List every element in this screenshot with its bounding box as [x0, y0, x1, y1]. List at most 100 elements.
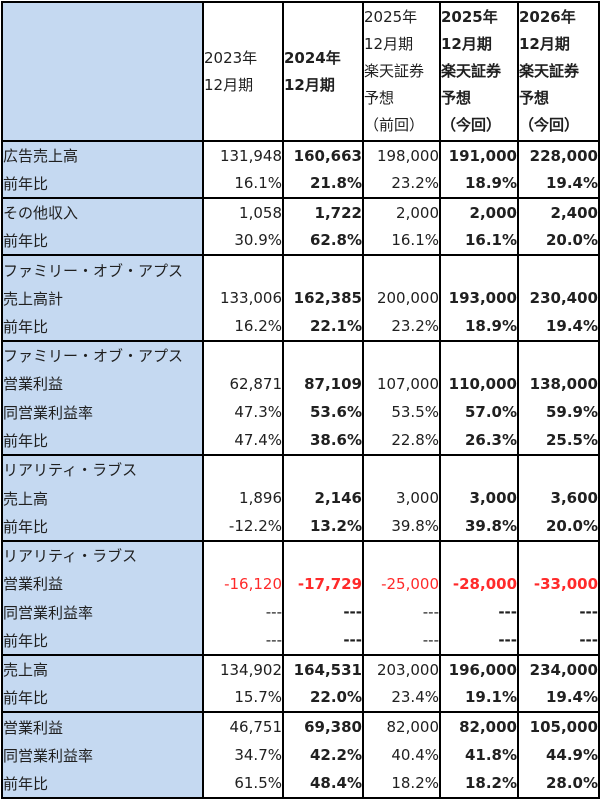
table-row: 前年比 15.7% 22.0% 23.4% 19.1% 19.4%: [1, 683, 600, 713]
value-2026-forecast-cell: 228,000: [517, 140, 600, 170]
value-2025-prev-forecast-cell: ---: [362, 626, 441, 656]
row-label: 前年比: [1, 226, 204, 256]
value-2025-prev-forecast-cell: 200,000: [362, 283, 441, 313]
value-2024-cell: 48.4%: [282, 769, 364, 799]
value-2024-cell: [282, 254, 364, 284]
value-2025-forecast-cell: 19.1%: [439, 683, 519, 713]
value-2025-prev-forecast-cell: [362, 339, 441, 370]
value-2023-cell: [202, 339, 284, 370]
row-label: 前年比: [1, 512, 204, 541]
value-2023-cell: 47.4%: [202, 426, 284, 456]
value-2023-cell: 134,902: [202, 654, 284, 684]
table-row: 前年比 61.5% 48.4% 18.2% 18.2% 28.0%: [1, 769, 600, 799]
value-2025-forecast-cell: [439, 454, 519, 484]
row-label: 前年比: [1, 312, 204, 341]
value-2025-forecast-cell: ---: [439, 626, 519, 656]
value-2025-prev-forecast-cell: [362, 254, 441, 284]
value-2026-forecast-cell: ---: [517, 626, 600, 656]
table-row: 同営業利益率 34.7% 42.2% 40.4% 41.8% 44.9%: [1, 740, 600, 770]
table-row: 同営業利益率 --- --- --- --- ---: [1, 598, 600, 627]
row-label: 売上高: [1, 654, 204, 684]
row-label: 営業利益: [1, 569, 204, 598]
value-2024-cell: 2,146: [282, 483, 364, 513]
table-row: 営業利益 46,751 69,380 82,000 82,000 105,000: [1, 711, 600, 741]
header-line: （今回）: [519, 116, 580, 134]
value-2023-cell: -12.2%: [202, 512, 284, 541]
value-2026-forecast-cell: 20.0%: [517, 512, 600, 541]
value-2023-cell: 131,948: [202, 140, 284, 170]
value-2024-cell: [282, 339, 364, 370]
row-label: ファミリー・オブ・アプス: [1, 254, 204, 284]
value-2026-forecast-cell: 20.0%: [517, 226, 600, 256]
value-2024-cell: 38.6%: [282, 426, 364, 456]
value-2025-prev-forecast-cell: [362, 454, 441, 484]
value-2023-cell: 16.1%: [202, 169, 284, 199]
header-2024-actual: 2024年 12月期: [282, 1, 364, 142]
header-corner-cell: [1, 1, 204, 142]
table-row: 売上高 1,896 2,146 3,000 3,000 3,600: [1, 483, 600, 513]
value-2024-cell: 69,380: [282, 711, 364, 741]
value-2023-cell: -16,120: [202, 569, 284, 598]
row-label: 前年比: [1, 426, 204, 456]
header-row: 2023年 12月期 2024年 12月期 2025年 12月期 楽天証券 予想…: [1, 1, 600, 142]
value-2026-forecast-cell: 105,000: [517, 711, 600, 741]
value-2025-prev-forecast-cell: [362, 539, 441, 570]
table-body: 広告売上高 131,948 160,663 198,000 191,000 228,000…: [1, 140, 600, 799]
value-2023-cell: 133,006: [202, 283, 284, 313]
header-line: 楽天証券: [519, 62, 580, 80]
value-2026-forecast-cell: ---: [517, 598, 600, 627]
value-2023-cell: 47.3%: [202, 398, 284, 427]
value-2025-prev-forecast-cell: 203,000: [362, 654, 441, 684]
row-label: 売上高計: [1, 283, 204, 313]
table-row: 前年比 47.4% 38.6% 22.8% 26.3% 25.5%: [1, 426, 600, 456]
header-line: 12月期: [364, 35, 414, 53]
value-2023-cell: 46,751: [202, 711, 284, 741]
value-2025-forecast-cell: 191,000: [439, 140, 519, 170]
value-2024-cell: 13.2%: [282, 512, 364, 541]
row-label: 前年比: [1, 626, 204, 656]
value-2024-cell: 62.8%: [282, 226, 364, 256]
value-2025-prev-forecast-cell: 39.8%: [362, 512, 441, 541]
value-2025-prev-forecast-cell: 18.2%: [362, 769, 441, 799]
value-2026-forecast-cell: 138,000: [517, 369, 600, 399]
table-row: 営業利益 -16,120 -17,729 -25,000 -28,000 -33,000: [1, 569, 600, 598]
table-row: 同営業利益率 47.3% 53.6% 53.5% 57.0% 59.9%: [1, 398, 600, 427]
header-2025-forecast-current: 2025年 12月期 楽天証券 予想 （今回）: [439, 1, 519, 142]
header-line: 2023年: [204, 48, 258, 67]
value-2025-prev-forecast-cell: 40.4%: [362, 740, 441, 770]
value-2026-forecast-cell: -33,000: [517, 569, 600, 598]
row-label: ファミリー・オブ・アプス: [1, 339, 204, 370]
value-2025-prev-forecast-cell: 53.5%: [362, 398, 441, 427]
value-2024-cell: 87,109: [282, 369, 364, 399]
table-row: 広告売上高 131,948 160,663 198,000 191,000 228,000: [1, 140, 600, 170]
value-2023-cell: ---: [202, 626, 284, 656]
value-2023-cell: ---: [202, 598, 284, 627]
value-2023-cell: 34.7%: [202, 740, 284, 770]
table-row: 営業利益 62,871 87,109 107,000 110,000 138,000: [1, 369, 600, 399]
value-2025-prev-forecast-cell: 107,000: [362, 369, 441, 399]
table-row: 前年比 16.2% 22.1% 23.2% 18.9% 19.4%: [1, 312, 600, 341]
value-2023-cell: [202, 539, 284, 570]
value-2025-prev-forecast-cell: 23.4%: [362, 683, 441, 713]
value-2025-prev-forecast-cell: 82,000: [362, 711, 441, 741]
value-2026-forecast-cell: 44.9%: [517, 740, 600, 770]
header-line: （前回）: [364, 116, 425, 134]
value-2026-forecast-cell: 3,600: [517, 483, 600, 513]
table-row: ファミリー・オブ・アプス: [1, 254, 600, 284]
table-row: 前年比 --- --- --- --- ---: [1, 626, 600, 656]
value-2024-cell: ---: [282, 598, 364, 627]
value-2024-cell: 1,722: [282, 197, 364, 227]
value-2025-prev-forecast-cell: 198,000: [362, 140, 441, 170]
value-2026-forecast-cell: [517, 339, 600, 370]
value-2024-cell: 22.1%: [282, 312, 364, 341]
value-2025-forecast-cell: 82,000: [439, 711, 519, 741]
value-2025-prev-forecast-cell: 22.8%: [362, 426, 441, 456]
row-label: 同営業利益率: [1, 598, 204, 627]
value-2024-cell: [282, 454, 364, 484]
header-line: 楽天証券: [364, 62, 425, 80]
value-2026-forecast-cell: 59.9%: [517, 398, 600, 427]
value-2025-forecast-cell: -28,000: [439, 569, 519, 598]
header-line: 2026年: [519, 8, 576, 26]
row-label: 同営業利益率: [1, 740, 204, 770]
